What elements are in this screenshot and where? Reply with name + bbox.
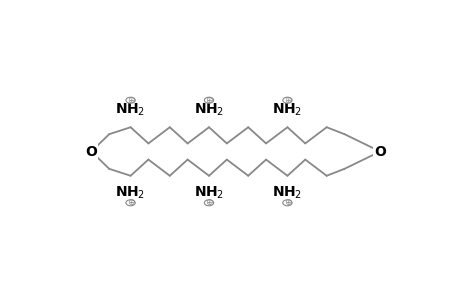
Text: ⊕: ⊕: [127, 96, 134, 105]
Text: NH$_2$: NH$_2$: [272, 102, 302, 118]
Text: NH$_2$: NH$_2$: [115, 185, 146, 201]
Text: ⊕: ⊕: [283, 96, 291, 105]
Text: ⊕: ⊕: [283, 198, 291, 207]
Text: ⊕: ⊕: [205, 198, 213, 207]
Text: O: O: [85, 145, 97, 158]
Text: NH$_2$: NH$_2$: [272, 185, 302, 201]
Text: ⊕: ⊕: [205, 96, 213, 105]
Text: O: O: [373, 145, 385, 158]
Text: ⊕: ⊕: [127, 198, 134, 207]
Text: NH$_2$: NH$_2$: [115, 102, 146, 118]
Text: NH$_2$: NH$_2$: [194, 185, 224, 201]
Text: NH$_2$: NH$_2$: [194, 102, 224, 118]
